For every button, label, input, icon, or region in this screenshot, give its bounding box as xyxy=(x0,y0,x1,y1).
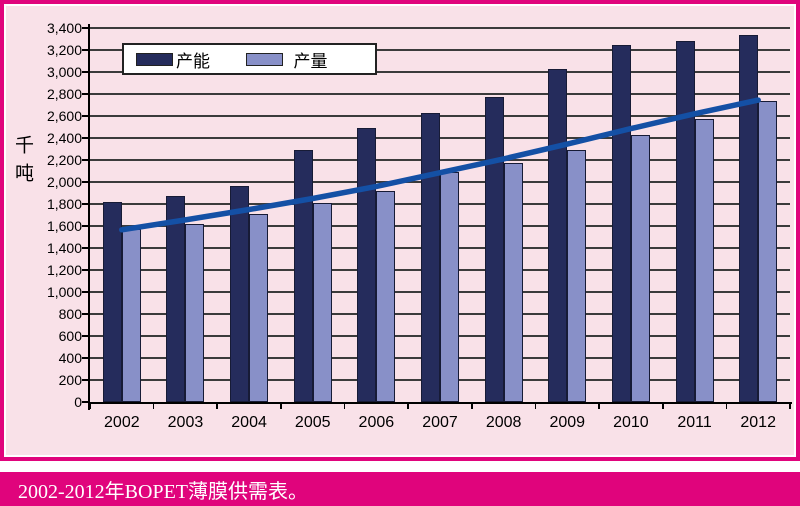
y-tick-label-1,800: 1,800 xyxy=(46,196,82,212)
y-tick-2,600 xyxy=(82,115,90,117)
x-tick-label-2002: 2002 xyxy=(104,414,140,431)
x-tick-label-2004: 2004 xyxy=(231,414,267,431)
y-tick-label-2,200: 2,200 xyxy=(46,152,82,168)
bar-产能-2011 xyxy=(675,41,695,402)
y-tick-3,200 xyxy=(82,49,90,51)
legend-label-production: 产量 xyxy=(293,51,328,71)
bar-产能-2010 xyxy=(611,44,631,402)
y-tick-3,000 xyxy=(82,71,90,73)
x-tick-label-2003: 2003 xyxy=(167,414,204,431)
y-tick-label-1,600: 1,600 xyxy=(46,218,82,234)
x-tick-2 xyxy=(216,402,219,409)
caption-text: 2002-2012年BOPET薄膜供需表。 xyxy=(18,480,308,503)
legend: 产能 产量 xyxy=(122,43,377,75)
y-tick-label-1,000: 1,000 xyxy=(46,284,82,300)
bar-产量-2006 xyxy=(376,190,396,402)
y-tick-800 xyxy=(82,313,90,315)
bar-产能-2007 xyxy=(421,112,440,402)
x-tick-10 xyxy=(725,402,728,409)
plot-area: 0 200 400 600 800 1,000 1,200 1,400 1,600 1,800 2,… xyxy=(46,20,792,431)
y-tick-2,200 xyxy=(82,159,90,161)
x-tick-label-2010: 2010 xyxy=(613,414,649,431)
y-tick-label-3,000: 3,000 xyxy=(46,64,82,80)
y-tick-400 xyxy=(82,357,90,359)
x-tick-label-2007: 2007 xyxy=(422,414,458,431)
legend-swatch-capacity xyxy=(136,52,173,66)
x-tick-6 xyxy=(471,402,473,409)
y-tick-1,000 xyxy=(82,291,90,293)
x-tick-label-2008: 2008 xyxy=(485,414,522,431)
gridline-3,000 xyxy=(90,71,790,73)
y-tick-1,400 xyxy=(82,247,90,249)
y-tick-600 xyxy=(82,335,90,337)
y-tick-2,800 xyxy=(82,93,90,95)
bar-产能-2002 xyxy=(102,201,122,402)
legend-swatch-production xyxy=(245,52,283,66)
bar-产量-2004 xyxy=(249,213,269,402)
bar-产量-2003 xyxy=(185,223,205,402)
bar-产能-2012 xyxy=(739,34,759,402)
y-tick-1,600 xyxy=(82,225,90,227)
bar-产能-2003 xyxy=(166,196,186,402)
y-tick-label-1,200: 1,200 xyxy=(46,262,82,278)
x-tick-7 xyxy=(534,402,537,409)
y-tick-1,800 xyxy=(82,203,90,205)
bar-产能-2008 xyxy=(484,97,504,402)
y-tick-label-0: 0 xyxy=(74,394,82,410)
x-tick-label-2011: 2011 xyxy=(677,414,712,431)
y-tick-200 xyxy=(82,379,90,381)
gridline-2,800 xyxy=(90,93,790,95)
y-tick-label-2,600: 2,600 xyxy=(46,108,82,124)
x-tick-label-2005: 2005 xyxy=(294,414,331,431)
legend-label-capacity: 产能 xyxy=(176,51,210,71)
bar-产量-2012 xyxy=(758,100,778,402)
caption-bar: 2002-2012年BOPET薄膜供需表。 xyxy=(0,472,800,506)
x-tick-11 xyxy=(789,402,791,409)
x-tick-9 xyxy=(661,402,664,409)
y-tick-label-3,400: 3,400 xyxy=(46,20,82,36)
y-tick-label-600: 600 xyxy=(58,328,82,344)
bar-产量-2005 xyxy=(312,202,332,402)
y-tick-1,200 xyxy=(82,269,90,271)
bar-产能-2006 xyxy=(357,128,377,402)
x-tick-1 xyxy=(152,402,155,409)
bar-产量-2002 xyxy=(121,229,141,402)
x-tick-5 xyxy=(407,402,409,409)
y-tick-label-2,400: 2,400 xyxy=(46,130,82,146)
gridline-3,400 xyxy=(90,27,790,29)
bar-产量-2010 xyxy=(630,134,650,402)
bar-产能-2009 xyxy=(548,68,568,402)
y-tick-2,400 xyxy=(82,137,90,139)
x-tick-3 xyxy=(280,402,282,409)
x-tick-8 xyxy=(598,402,600,409)
x-tick-label-2009: 2009 xyxy=(549,414,586,431)
x-tick-label-2012: 2012 xyxy=(740,414,776,431)
y-tick-2,000 xyxy=(82,181,90,183)
y-tick-label-2,000: 2,000 xyxy=(46,174,82,190)
x-tick-label-2006: 2006 xyxy=(358,414,395,431)
bar-产能-2005 xyxy=(293,150,313,402)
y-tick-0 xyxy=(82,401,90,403)
x-axis-line xyxy=(88,402,792,405)
y-tick-label-800: 800 xyxy=(58,306,82,322)
y-tick-label-1,400: 1,400 xyxy=(46,240,82,256)
y-tick-label-400: 400 xyxy=(58,350,82,366)
bar-产量-2008 xyxy=(503,163,523,402)
y-tick-3,400 xyxy=(82,27,90,29)
bar-产能-2004 xyxy=(230,186,250,402)
bar-产量-2009 xyxy=(567,150,587,402)
y-axis-line xyxy=(88,24,90,410)
y-tick-label-3,200: 3,200 xyxy=(46,42,82,58)
bar-产量-2011 xyxy=(694,119,714,402)
y-tick-label-2,800: 2,800 xyxy=(46,86,82,102)
y-axis-unit-label: 千吨 xyxy=(12,135,33,191)
chart-card: 0 200 400 600 800 1,000 1,200 1,400 1,600 1,800 2,… xyxy=(0,0,800,461)
bar-产量-2007 xyxy=(440,172,459,402)
y-tick-label-200: 200 xyxy=(58,372,82,388)
gridline-3,200 xyxy=(90,49,790,51)
x-tick-4 xyxy=(343,402,346,409)
